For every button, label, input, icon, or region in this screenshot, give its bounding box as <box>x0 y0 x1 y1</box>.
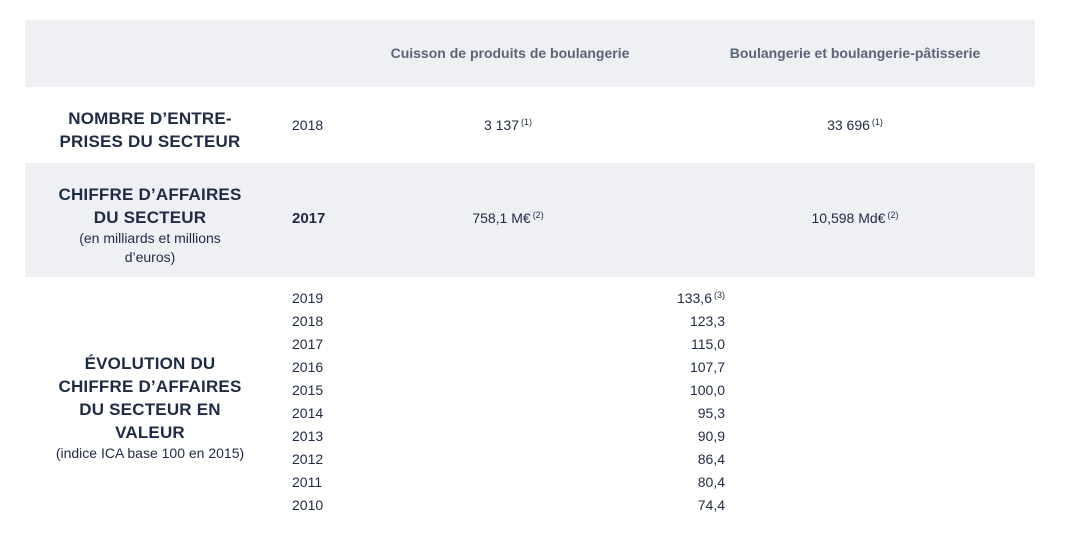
index-year: 2010 <box>292 497 324 513</box>
value-text: 3 137 <box>483 117 520 133</box>
label-note-line: (en milliards et millions <box>79 230 221 246</box>
index-value: 123,3 <box>689 313 725 329</box>
row-label-chiffre: CHIFFRE D’AFFAIRES DU SECTEUR (en millia… <box>25 183 275 267</box>
label-title-line: NOMBRE D’ENTRE- <box>68 109 232 128</box>
index-year: 2013 <box>292 428 324 444</box>
index-year: 2016 <box>292 359 324 375</box>
index-value: 100,0 <box>689 382 725 398</box>
table-row-entreprises: NOMBRE D’ENTRE- PRISES DU SECTEUR 2018 3… <box>25 87 1035 163</box>
value-boulangerie-chiffre: 10,598 Md€ (2) <box>755 210 955 226</box>
list-item: 2019 133,6 (3) <box>25 290 1035 313</box>
label-note-line: d’euros) <box>124 249 176 265</box>
footnote-ref: (2) <box>532 210 544 220</box>
label-title-line: ÉVOLUTION DU <box>84 354 216 373</box>
column-header-boulangerie: Boulangerie et boulangerie-pâtisserie <box>729 45 981 61</box>
value-cuisson-chiffre: 758,1 M€ (2) <box>408 210 608 226</box>
year-entreprises: 2018 <box>292 117 324 133</box>
index-year: 2018 <box>292 313 324 329</box>
value-text: 133,6 <box>676 290 712 306</box>
label-title-line: PRISES DU SECTEUR <box>59 132 241 151</box>
label-title-line: DU SECTEUR <box>93 208 207 227</box>
index-year: 2017 <box>292 336 324 352</box>
index-value: 90,9 <box>697 428 725 444</box>
row-label-entreprises: NOMBRE D’ENTRE- PRISES DU SECTEUR <box>25 107 275 153</box>
index-value: 86,4 <box>697 451 725 467</box>
value-text: 10,598 Md€ <box>811 210 886 226</box>
list-item: 2016 107,7 <box>25 359 1035 382</box>
label-title-line: CHIFFRE D’AFFAIRES <box>58 185 242 204</box>
footnote-ref: (3) <box>714 290 725 300</box>
index-year: 2014 <box>292 405 324 421</box>
index-value: 95,3 <box>697 405 725 421</box>
value-boulangerie-entreprises: 33 696 (1) <box>755 117 955 133</box>
footnote-ref: (1) <box>871 117 883 127</box>
label-title-line: DU SECTEUR EN <box>79 400 221 419</box>
value-text: 758,1 M€ <box>472 210 531 226</box>
footnote-ref: (1) <box>521 117 533 127</box>
label-note-line: (indice ICA base 100 en 2015) <box>55 445 245 461</box>
list-item: 2012 86,4 <box>25 451 1035 474</box>
index-value: 133,6 (3) <box>625 290 725 306</box>
index-value: 74,4 <box>697 497 725 513</box>
list-item: 2010 74,4 <box>25 497 1035 520</box>
footnote-ref: (2) <box>887 210 899 220</box>
label-title-line: VALEUR <box>115 423 185 442</box>
list-item: 2017 115,0 <box>25 336 1035 359</box>
table-row-chiffre: CHIFFRE D’AFFAIRES DU SECTEUR (en millia… <box>25 163 1035 277</box>
list-item: 2013 90,9 <box>25 428 1035 451</box>
column-header-cuisson: Cuisson de produits de boulangerie <box>390 45 630 61</box>
value-text: 33 696 <box>827 117 870 133</box>
list-item: 2015 100,0 <box>25 382 1035 405</box>
row-label-evolution: ÉVOLUTION DU CHIFFRE D’AFFAIRES DU SECTE… <box>25 352 275 463</box>
index-value: 107,7 <box>689 359 725 375</box>
table-header: Cuisson de produits de boulangerie Boula… <box>25 20 1035 87</box>
index-value: 115,0 <box>691 336 725 352</box>
data-table: Cuisson de produits de boulangerie Boula… <box>25 20 1035 517</box>
index-year: 2015 <box>292 382 324 398</box>
table-row-evolution: ÉVOLUTION DU CHIFFRE D’AFFAIRES DU SECTE… <box>25 277 1035 517</box>
list-item: 2011 80,4 <box>25 474 1035 497</box>
label-title-line: CHIFFRE D’AFFAIRES <box>58 377 242 396</box>
value-cuisson-entreprises: 3 137 (1) <box>408 117 608 133</box>
list-item: 2014 95,3 <box>25 405 1035 428</box>
index-year: 2011 <box>292 474 323 490</box>
list-item: 2018 123,3 <box>25 313 1035 336</box>
index-value: 80,4 <box>697 474 725 490</box>
year-chiffre: 2017 <box>292 210 326 227</box>
index-year: 2019 <box>292 290 324 306</box>
index-year: 2012 <box>292 451 324 467</box>
